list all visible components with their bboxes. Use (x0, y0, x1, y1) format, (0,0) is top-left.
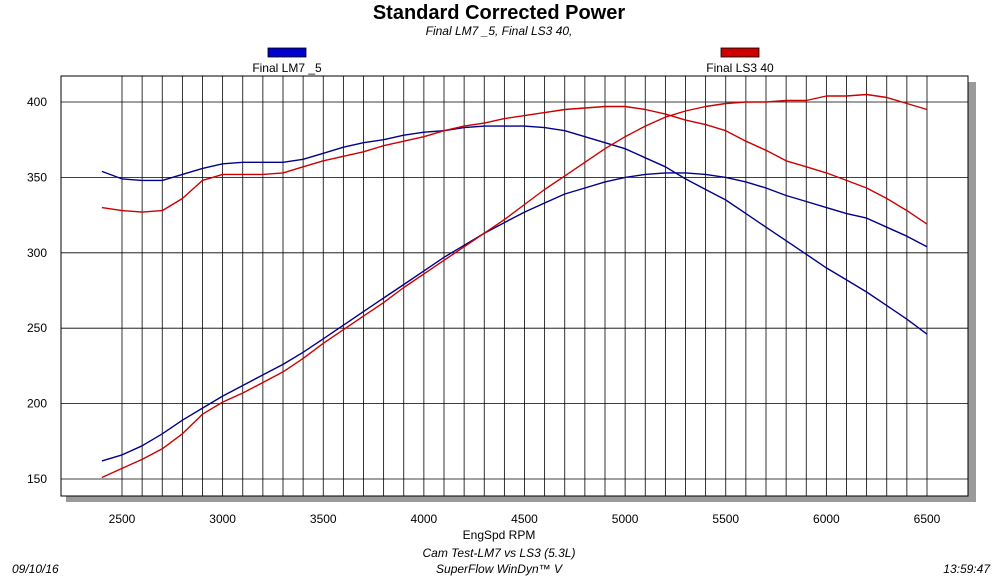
chart-title: Standard Corrected Power (373, 2, 626, 24)
footer-date: 09/10/16 (12, 562, 59, 576)
series-line-ls3-power (101, 93, 928, 479)
y-tick-label: 200 (27, 397, 47, 411)
footer-time: 13:59:47 (943, 562, 991, 576)
x-tick-label: 6000 (813, 512, 840, 526)
y-tick-label: 250 (27, 321, 47, 335)
y-tick-label: 350 (27, 170, 47, 184)
legend-swatch (720, 47, 760, 58)
series-lm7 (101, 125, 928, 462)
footer-software: SuperFlow WinDyn™ V (436, 562, 563, 576)
x-tick-label: 3000 (209, 512, 236, 526)
series-group (101, 93, 928, 479)
legend-swatch (267, 47, 307, 58)
x-tick-label: 3500 (310, 512, 337, 526)
footer-test-name: Cam Test-LM7 vs LS3 (5.3L) (423, 546, 576, 560)
y-tick-label: 400 (27, 95, 47, 109)
legend: Final LM7 _5 Final LS3 40 (252, 47, 774, 75)
series-line-ls3-torque (101, 105, 928, 225)
x-tick-label: 6500 (914, 512, 941, 526)
x-axis: 2500 3000 3500 4000 4500 5000 5500 6000 6500 (109, 512, 941, 526)
chart-subtitle: Final LM7 _5, Final LS3 40, (426, 24, 573, 38)
x-tick-label: 4500 (511, 512, 538, 526)
y-tick-label: 150 (27, 472, 47, 486)
x-axis-label: EngSpd RPM (463, 528, 536, 542)
x-tick-label: 2500 (109, 512, 136, 526)
x-tick-label: 5500 (712, 512, 739, 526)
legend-label: Final LM7 _5 (252, 61, 322, 75)
y-tick-label: 300 (27, 246, 47, 260)
y-axis: 150 200 250 300 350 400 (27, 95, 47, 486)
legend-label: Final LS3 40 (706, 61, 774, 75)
x-tick-label: 4000 (411, 512, 438, 526)
grid (61, 76, 968, 496)
plot-area (60, 75, 969, 497)
series-ls3 (101, 93, 928, 479)
x-tick-label: 5000 (612, 512, 639, 526)
series-line-lm7-torque (101, 125, 928, 335)
series-line-lm7-power (101, 172, 928, 462)
